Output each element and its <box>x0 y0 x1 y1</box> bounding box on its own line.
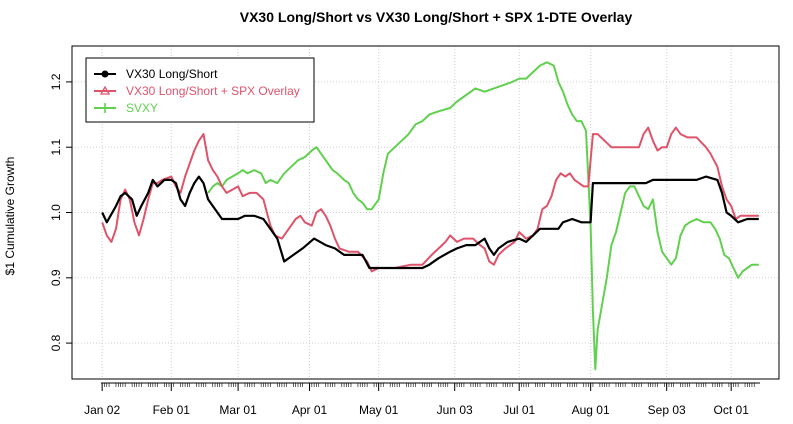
y-tick-label: 1.1 <box>49 139 63 156</box>
x-tick-label: Jul 01 <box>503 403 535 417</box>
y-tick-label: 1.2 <box>49 73 63 90</box>
chart-title: VX30 Long/Short vs VX30 Long/Short + SPX… <box>240 9 633 25</box>
legend-label: VX30 Long/Short <box>126 67 218 81</box>
x-tick-label: Mar 01 <box>219 403 257 417</box>
series-line-vx30-long-short <box>101 175 759 270</box>
series-line-vx30-long-short-spx-overlay <box>101 126 759 273</box>
legend-label: SVXY <box>126 101 158 115</box>
y-axis: 0.8 0.9 1.0 1.1 1.2 <box>49 73 72 351</box>
series-layer <box>101 61 759 371</box>
x-tick-label: Jan 02 <box>84 403 120 417</box>
x-tick-label: Apr 01 <box>292 403 328 417</box>
legend-marker-circle <box>101 70 109 78</box>
x-tick-label: Jun 03 <box>437 403 473 417</box>
x-tick-label: May 01 <box>359 403 399 417</box>
legend-label: VX30 Long/Short + SPX Overlay <box>126 84 300 98</box>
x-axis: Jan 02 Feb 01 Mar 01 Apr 01 May 01 Jun 03 Jul … <box>84 382 760 417</box>
y-tick-label: 0.8 <box>49 334 63 351</box>
y-tick-label: 1.0 <box>49 204 63 221</box>
y-axis-label: $1 Cumulative Growth <box>3 157 17 276</box>
x-tick-label: Oct 01 <box>714 403 750 417</box>
x-tick-label: Sep 03 <box>648 403 686 417</box>
y-tick-label: 0.9 <box>49 269 63 286</box>
x-tick-label: Feb 01 <box>153 403 191 417</box>
series-line-svxy <box>207 61 759 371</box>
legend-marker-triangle <box>99 85 111 95</box>
legend-box <box>85 57 315 123</box>
x-tick-label: Aug 01 <box>572 403 610 417</box>
legend: VX30 Long/Short VX30 Long/Short + SPX Ove… <box>85 57 315 123</box>
